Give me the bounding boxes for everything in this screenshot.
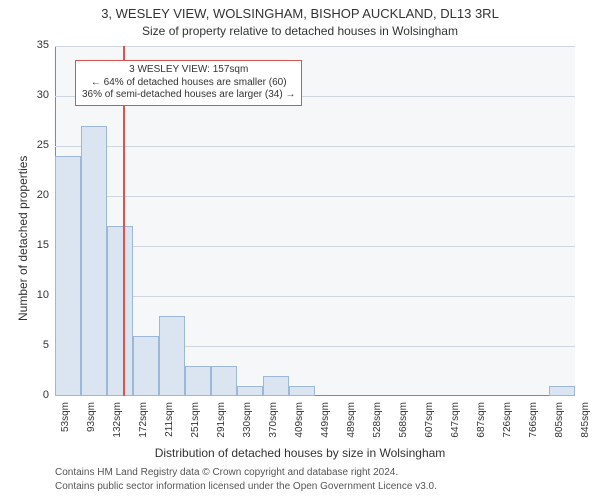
histogram-bar — [263, 376, 288, 396]
gridline — [55, 246, 575, 247]
x-tick-label: 687sqm — [476, 402, 487, 452]
x-tick-label: 93sqm — [86, 402, 97, 452]
histogram-bar — [211, 366, 236, 396]
x-tick-label: 766sqm — [528, 402, 539, 452]
gridline — [55, 46, 575, 47]
x-tick-label: 568sqm — [398, 402, 409, 452]
gridline — [55, 146, 575, 147]
annotation-line3: 36% of semi-detached houses are larger (… — [82, 89, 295, 102]
x-tick-label: 805sqm — [554, 402, 565, 452]
x-tick-label: 528sqm — [372, 402, 383, 452]
y-tick-label: 25 — [25, 139, 49, 151]
annotation-box: 3 WESLEY VIEW: 157sqm ← 64% of detached … — [75, 60, 302, 106]
y-tick-label: 35 — [25, 39, 49, 51]
footnote: Contains HM Land Registry data © Crown c… — [55, 466, 437, 493]
x-tick-label: 647sqm — [450, 402, 461, 452]
y-tick-label: 0 — [25, 389, 49, 401]
gridline — [55, 296, 575, 297]
histogram-bar — [55, 156, 80, 396]
x-tick-label: 132sqm — [112, 402, 123, 452]
histogram-bar — [107, 226, 132, 396]
x-tick-label: 449sqm — [320, 402, 331, 452]
footnote-line1: Contains HM Land Registry data © Crown c… — [55, 466, 437, 480]
x-tick-label: 726sqm — [502, 402, 513, 452]
y-tick-label: 20 — [25, 189, 49, 201]
y-tick-label: 5 — [25, 339, 49, 351]
x-tick-label: 845sqm — [580, 402, 591, 452]
annotation-line1: 3 WESLEY VIEW: 157sqm — [82, 64, 295, 77]
chart-title-sub: Size of property relative to detached ho… — [0, 24, 600, 38]
histogram-bar — [81, 126, 106, 396]
x-tick-label: 489sqm — [346, 402, 357, 452]
histogram-bar — [133, 336, 158, 396]
x-tick-label: 291sqm — [216, 402, 227, 452]
x-tick-label: 409sqm — [294, 402, 305, 452]
histogram-bar — [159, 316, 184, 396]
histogram-bar — [185, 366, 210, 396]
x-tick-label: 607sqm — [424, 402, 435, 452]
annotation-line2: ← 64% of detached houses are smaller (60… — [82, 77, 295, 90]
x-tick-label: 172sqm — [138, 402, 149, 452]
y-tick-label: 15 — [25, 239, 49, 251]
x-tick-label: 330sqm — [242, 402, 253, 452]
chart-container: 3, WESLEY VIEW, WOLSINGHAM, BISHOP AUCKL… — [0, 0, 600, 500]
y-tick-label: 30 — [25, 89, 49, 101]
histogram-bar — [289, 386, 314, 396]
x-tick-label: 53sqm — [60, 402, 71, 452]
footnote-line2: Contains public sector information licen… — [55, 480, 437, 494]
histogram-bar — [237, 386, 262, 396]
y-tick-label: 10 — [25, 289, 49, 301]
x-tick-label: 251sqm — [190, 402, 201, 452]
x-tick-label: 211sqm — [164, 402, 175, 452]
x-tick-label: 370sqm — [268, 402, 279, 452]
chart-title-main: 3, WESLEY VIEW, WOLSINGHAM, BISHOP AUCKL… — [0, 6, 600, 21]
gridline — [55, 196, 575, 197]
histogram-bar — [549, 386, 574, 396]
